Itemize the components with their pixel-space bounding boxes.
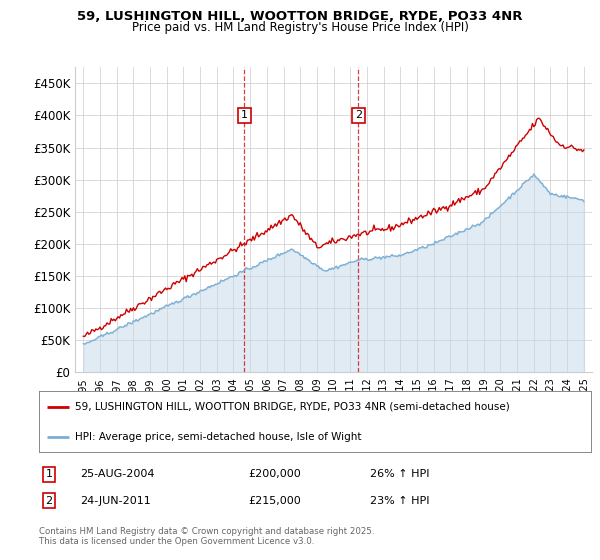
Text: 25-AUG-2004: 25-AUG-2004 bbox=[80, 469, 155, 479]
Text: 1: 1 bbox=[241, 110, 248, 120]
Text: 23% ↑ HPI: 23% ↑ HPI bbox=[370, 496, 430, 506]
Text: 26% ↑ HPI: 26% ↑ HPI bbox=[370, 469, 430, 479]
Text: £215,000: £215,000 bbox=[249, 496, 302, 506]
Text: 24-JUN-2011: 24-JUN-2011 bbox=[80, 496, 151, 506]
Text: Price paid vs. HM Land Registry's House Price Index (HPI): Price paid vs. HM Land Registry's House … bbox=[131, 21, 469, 34]
Text: 2: 2 bbox=[46, 496, 52, 506]
Text: 1: 1 bbox=[46, 469, 52, 479]
Text: 59, LUSHINGTON HILL, WOOTTON BRIDGE, RYDE, PO33 4NR (semi-detached house): 59, LUSHINGTON HILL, WOOTTON BRIDGE, RYD… bbox=[75, 402, 509, 412]
Text: 2: 2 bbox=[355, 110, 362, 120]
Text: HPI: Average price, semi-detached house, Isle of Wight: HPI: Average price, semi-detached house,… bbox=[75, 432, 361, 442]
Text: 59, LUSHINGTON HILL, WOOTTON BRIDGE, RYDE, PO33 4NR: 59, LUSHINGTON HILL, WOOTTON BRIDGE, RYD… bbox=[77, 10, 523, 23]
Text: £200,000: £200,000 bbox=[249, 469, 302, 479]
Text: Contains HM Land Registry data © Crown copyright and database right 2025.
This d: Contains HM Land Registry data © Crown c… bbox=[39, 526, 374, 546]
